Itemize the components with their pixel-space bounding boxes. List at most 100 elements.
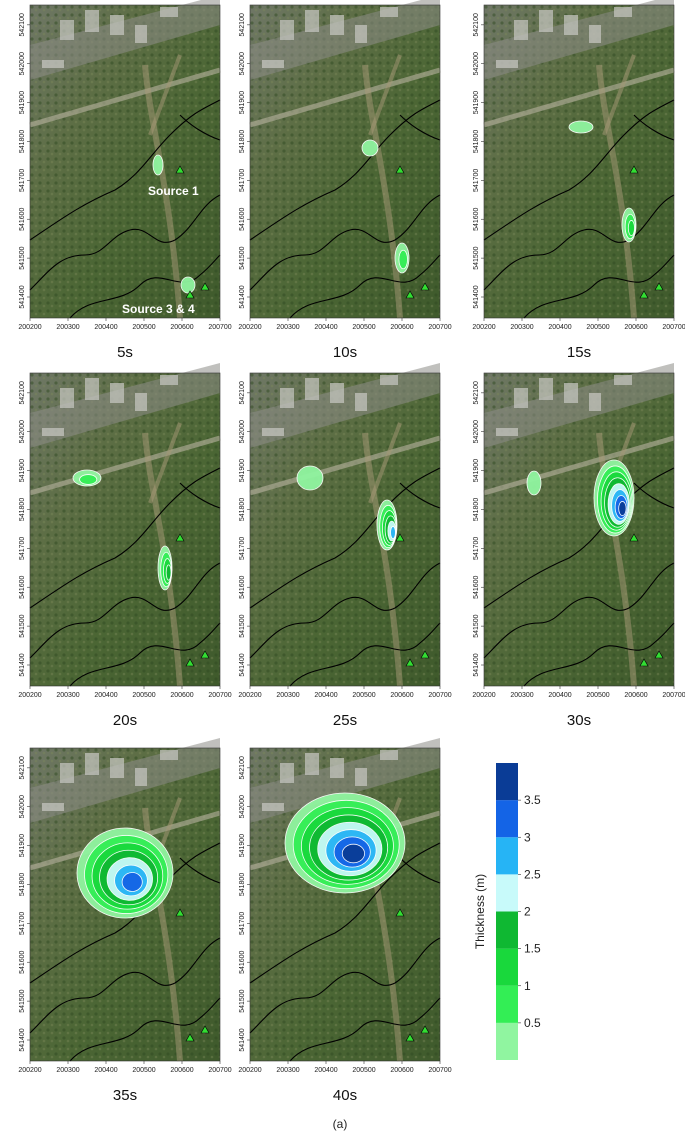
y-tick-label: 542000 bbox=[19, 52, 26, 75]
x-tick-label: 200500 bbox=[352, 1067, 375, 1074]
source-marker bbox=[405, 1033, 415, 1042]
colorbar-tick-label: 3.5 bbox=[524, 793, 541, 807]
source-marker bbox=[175, 165, 185, 174]
y-tick-label: 541700 bbox=[19, 537, 26, 560]
thickness-contour bbox=[152, 154, 164, 176]
thickness-contour bbox=[526, 470, 542, 496]
x-tick-label: 200300 bbox=[510, 692, 533, 699]
y-tick-label: 542000 bbox=[473, 52, 480, 75]
thickness-contour bbox=[180, 276, 196, 294]
source-marker bbox=[420, 1025, 430, 1034]
y-tick-label: 541600 bbox=[473, 575, 480, 598]
colorbar-segment bbox=[496, 763, 518, 801]
y-tick-label: 541800 bbox=[473, 130, 480, 153]
y-tick-label: 542100 bbox=[19, 13, 26, 36]
colorbar-segment bbox=[496, 948, 518, 986]
source-marker bbox=[420, 650, 430, 659]
thickness-contour bbox=[296, 465, 324, 491]
y-tick-label: 542100 bbox=[239, 381, 246, 404]
y-tick-label: 541900 bbox=[473, 91, 480, 114]
y-tick-label: 541600 bbox=[19, 950, 26, 973]
x-tick-label: 200200 bbox=[238, 324, 261, 331]
y-tick-label: 541900 bbox=[19, 834, 26, 857]
map-background bbox=[250, 0, 440, 318]
y-tick-label: 541600 bbox=[19, 575, 26, 598]
y-tick-label: 542100 bbox=[19, 756, 26, 779]
y-tick-label: 541400 bbox=[19, 653, 26, 676]
x-tick-label: 200500 bbox=[352, 324, 375, 331]
thickness-contour bbox=[390, 526, 396, 539]
y-tick-label: 542000 bbox=[473, 420, 480, 443]
thickness-contour bbox=[165, 564, 172, 581]
source-marker bbox=[395, 908, 405, 917]
map-panel: 200200 200300 200400 200500 200600 200700 5414… bbox=[472, 0, 685, 361]
x-tick-label: 200500 bbox=[132, 324, 155, 331]
y-tick-label: 542100 bbox=[239, 13, 246, 36]
y-tick-label: 541700 bbox=[473, 537, 480, 560]
x-tick-label: 200700 bbox=[428, 324, 451, 331]
source-marker bbox=[639, 658, 649, 667]
x-tick-label: 200200 bbox=[472, 692, 495, 699]
panel-frame bbox=[249, 372, 441, 687]
x-tick-label: 200200 bbox=[18, 1067, 41, 1074]
thickness-contour bbox=[361, 139, 379, 157]
y-tick-label: 541700 bbox=[239, 912, 246, 935]
x-tick-label: 200300 bbox=[56, 1067, 79, 1074]
panel-frame bbox=[249, 747, 441, 1062]
panel-label: 15s bbox=[567, 344, 591, 361]
colorbar-segment bbox=[496, 1022, 518, 1060]
y-tick-label: 541500 bbox=[473, 246, 480, 269]
debris-flow bbox=[152, 154, 196, 294]
y-tick-label: 541500 bbox=[239, 246, 246, 269]
x-tick-label: 200700 bbox=[208, 324, 231, 331]
x-tick-label: 200400 bbox=[94, 1067, 117, 1074]
x-tick-label: 200600 bbox=[624, 692, 647, 699]
colorbar-segment bbox=[496, 800, 518, 838]
panel-label: 20s bbox=[113, 712, 137, 729]
map-background bbox=[30, 0, 220, 318]
y-tick-label: 542000 bbox=[19, 795, 26, 818]
source-marker bbox=[175, 908, 185, 917]
x-tick-label: 200200 bbox=[238, 1067, 261, 1074]
y-tick-label: 541900 bbox=[19, 459, 26, 482]
x-tick-label: 200500 bbox=[132, 1067, 155, 1074]
y-tick-label: 541400 bbox=[19, 285, 26, 308]
y-tick-label: 541800 bbox=[473, 498, 480, 521]
source-marker bbox=[405, 658, 415, 667]
panel-label: 10s bbox=[333, 344, 357, 361]
y-tick-label: 541800 bbox=[19, 498, 26, 521]
annotation: Source 1 bbox=[148, 184, 199, 198]
y-tick-label: 541600 bbox=[19, 207, 26, 230]
x-tick-label: 200500 bbox=[586, 692, 609, 699]
panel-label: 25s bbox=[333, 712, 357, 729]
caption: (a) bbox=[333, 1117, 348, 1131]
map-panel: 200200 200300 200400 200500 200600 200700 5414… bbox=[472, 363, 685, 729]
thickness-contour bbox=[121, 872, 143, 892]
y-tick-label: 541700 bbox=[473, 169, 480, 192]
x-tick-label: 200400 bbox=[94, 324, 117, 331]
x-tick-label: 200200 bbox=[18, 692, 41, 699]
y-tick-label: 541400 bbox=[239, 653, 246, 676]
y-tick-label: 542100 bbox=[19, 381, 26, 404]
colorbar-segment bbox=[496, 837, 518, 875]
colorbar-tick-label: 2.5 bbox=[524, 867, 541, 881]
x-tick-label: 200300 bbox=[276, 692, 299, 699]
x-tick-label: 200500 bbox=[132, 692, 155, 699]
source-marker bbox=[405, 290, 415, 299]
y-tick-label: 541800 bbox=[239, 130, 246, 153]
source-marker bbox=[185, 1033, 195, 1042]
y-tick-label: 541400 bbox=[19, 1028, 26, 1051]
map-panel: 200200 200300 200400 200500 200600 200700 5414… bbox=[238, 363, 452, 729]
x-tick-label: 200300 bbox=[276, 1067, 299, 1074]
panel-frame bbox=[483, 4, 675, 319]
source-marker bbox=[654, 282, 664, 291]
x-tick-label: 200600 bbox=[170, 324, 193, 331]
source-marker bbox=[200, 650, 210, 659]
debris-flow bbox=[296, 465, 398, 551]
panel-label: 40s bbox=[333, 1087, 357, 1104]
x-tick-label: 200700 bbox=[208, 1067, 231, 1074]
x-tick-label: 200600 bbox=[624, 324, 647, 331]
x-tick-label: 200600 bbox=[390, 692, 413, 699]
source-marker bbox=[654, 650, 664, 659]
